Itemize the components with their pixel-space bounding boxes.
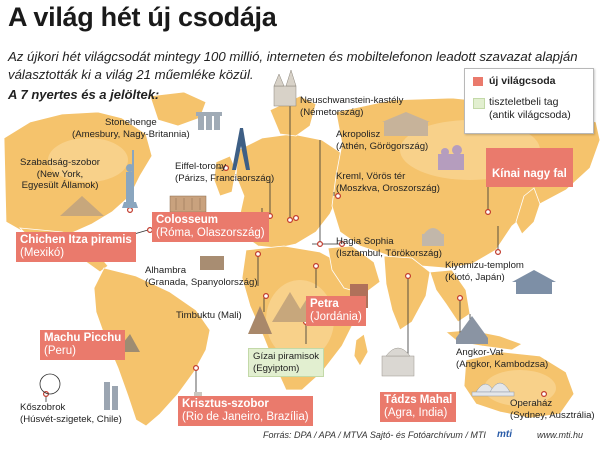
hagia-sophia-icon [422,228,444,246]
winner-taj-mahal: Tádzs Mahal (Agra, India) [380,392,457,422]
nominee-moai-place: (Húsvét-szigetek, Chile) [20,413,122,425]
nominee-statue-of-liberty-name: Szabadság-szobor [20,157,100,168]
mti-logo: mti [497,429,512,440]
nominee-alhambra-place: (Granada, Spanyolország) [145,276,258,288]
winner-taj-mahal-place: (Agra, India) [384,407,448,419]
nominee-kremlin: Kreml, Vörös tér (Moszkva, Oroszország) [336,171,440,194]
winner-colosseum-place: (Róma, Olaszország) [156,227,265,239]
legend: új világcsoda tiszteletbeli tag (antik v… [464,68,594,134]
nominees-heading: A 7 nyertes és a jelöltek: [8,87,160,102]
nominee-acropolis: Akropolisz (Athén, Görögország) [336,129,428,152]
legend-winner-label: új világcsoda [489,75,556,87]
nominee-acropolis-name: Akropolisz [336,129,381,140]
easter-island-inset [39,373,61,395]
winner-taj-mahal-name: Tádzs Mahal [384,394,453,406]
nominee-angkor-wat-place: (Angkor, Kambodzsa) [456,358,549,370]
nominee-statue-of-liberty: Szabadság-szobor (New York, Egyesült Áll… [20,157,100,192]
nominee-eiffel-tower: Eiffel-torony (Párizs, Franciaország) [175,161,274,184]
winner-chichen-itza-place: (Mexikó) [20,247,65,259]
alhambra-icon [200,256,224,270]
colosseum-icon [169,195,207,213]
nominee-sydney-opera-place: (Sydney, Ausztrália) [510,409,595,421]
india-shape [383,255,431,331]
madagascar-shape [353,333,369,367]
nominee-kremlin-place: (Moszkva, Oroszország) [336,182,440,194]
neuschwanstein-icon [273,69,297,107]
nominee-kiyomizu-place: (Kiotó, Japán) [445,271,505,283]
winner-petra: Petra (Jordánia) [306,296,366,326]
eiffel-tower-icon [232,128,250,170]
nominee-timbuktu-name: Timbuktu (Mali) [176,310,242,321]
nominee-neuschwanstein-name: Neuschwanstein-kastély [300,95,404,106]
winner-machu-picchu-name: Machu Picchu [44,332,122,344]
subtitle: Az újkori hét világcsodát mintegy 100 mi… [8,49,578,82]
nominee-moai: Kőszobrok (Húsvét-szigetek, Chile) [20,402,122,425]
winner-christ-redeemer: Krisztus-szobor (Rio de Janeiro, Brazíli… [178,396,313,426]
acropolis-icon [382,112,430,136]
nominee-kiyomizu: Kiyomizu-templom (Kiotó, Japán) [445,260,524,283]
winner-christ-redeemer-place: (Rio de Janeiro, Brazília) [182,411,309,423]
honorary-giza: Gízai piramisok (Egyiptom) [248,348,325,377]
stonehenge-icon [196,112,222,130]
nominee-neuschwanstein: Neuschwanstein-kastély (Németország) [300,95,403,118]
statue-of-liberty-icon [122,150,138,208]
nominee-eiffel-tower-name: Eiffel-torony [175,161,227,172]
legend-honorary-label-1: tiszteletbeli tag [489,96,559,108]
nominee-alhambra: Alhambra (Granada, Spanyolország) [145,265,258,288]
nominee-angkor-wat: Angkor-Vat (Angkor, Kambodzsa) [456,347,548,370]
taj-mahal-icon [381,347,415,377]
nominee-stonehenge: Stonehenge (Amesbury, Nagy-Britannia) [72,117,190,140]
winner-machu-picchu-place: (Peru) [44,345,76,357]
winner-christ-redeemer-name: Krisztus-szobor [182,398,269,410]
honorary-giza-name: Gízai piramisok [253,351,320,362]
chichen-itza-icon [60,196,104,216]
nominee-moai-name: Kőszobrok [20,402,66,413]
winner-colosseum: Colosseum (Róma, Olaszország) [152,212,269,242]
nominee-kremlin-name: Kreml, Vörös tér [336,171,406,182]
nominee-angkor-wat-name: Angkor-Vat [456,347,504,358]
nominee-acropolis-place: (Athén, Görögország) [336,140,429,152]
sydney-opera-icon [471,382,515,397]
nominee-sydney-opera-name: Operaház [510,398,553,409]
legend-honorary-swatch [473,98,485,109]
nominee-hagia-sophia-place: (Isztambul, Törökország) [336,247,442,259]
winner-great-wall: Kínai nagy fal [486,148,573,187]
nominee-neuschwanstein-place: (Németország) [300,106,364,118]
winner-chichen-itza: Chichen Itza piramis (Mexikó) [16,232,136,262]
nominee-alhambra-name: Alhambra [145,265,187,276]
winner-petra-place: (Jordánia) [310,311,362,323]
nominee-kiyomizu-name: Kiyomizu-templom [445,260,524,271]
winner-great-wall-spacer [492,154,567,168]
britain-shape [213,155,237,197]
winner-colosseum-name: Colosseum [156,214,218,226]
nominee-statue-of-liberty-place-2: Egyesült Államok) [21,180,99,191]
legend-honorary-label-2: (antik világcsoda) [489,109,571,121]
page-title: A világ hét új csodája [8,2,277,32]
nominee-eiffel-tower-place: (Párizs, Franciaország) [175,172,275,184]
source-url: www.mti.hu [537,430,584,440]
angkor-wat-icon [456,316,488,344]
nominee-stonehenge-name: Stonehenge [104,117,157,128]
winner-machu-picchu: Machu Picchu (Peru) [40,330,126,360]
nominee-timbuktu: Timbuktu (Mali) [176,310,242,322]
winner-petra-name: Petra [310,298,339,310]
nominee-hagia-sophia: Hagia Sophia (Isztambul, Törökország) [336,236,442,259]
nominee-stonehenge-place: (Amesbury, Nagy-Britannia) [72,128,190,140]
nominee-statue-of-liberty-place-1: (New York, [36,168,84,180]
winner-great-wall-name: Kínai nagy fal [492,168,567,180]
nominee-sydney-opera: Operaház (Sydney, Ausztrália) [510,398,595,421]
arabia-shape [327,245,381,295]
winner-chichen-itza-name: Chichen Itza piramis [20,234,132,246]
legend-winner-swatch [473,77,483,86]
honorary-giza-place: (Egyiptom) [253,362,300,374]
source-credit: Forrás: DPA / APA / MTVA Sajtó- és Fotóa… [263,430,486,440]
japan-shape [515,187,541,235]
nominee-hagia-sophia-name: Hagia Sophia [336,236,394,247]
moai-icon [104,382,118,410]
timbuktu-icon [248,306,272,334]
kiyomizu-icon [512,270,556,294]
kremlin-icon [438,145,464,170]
